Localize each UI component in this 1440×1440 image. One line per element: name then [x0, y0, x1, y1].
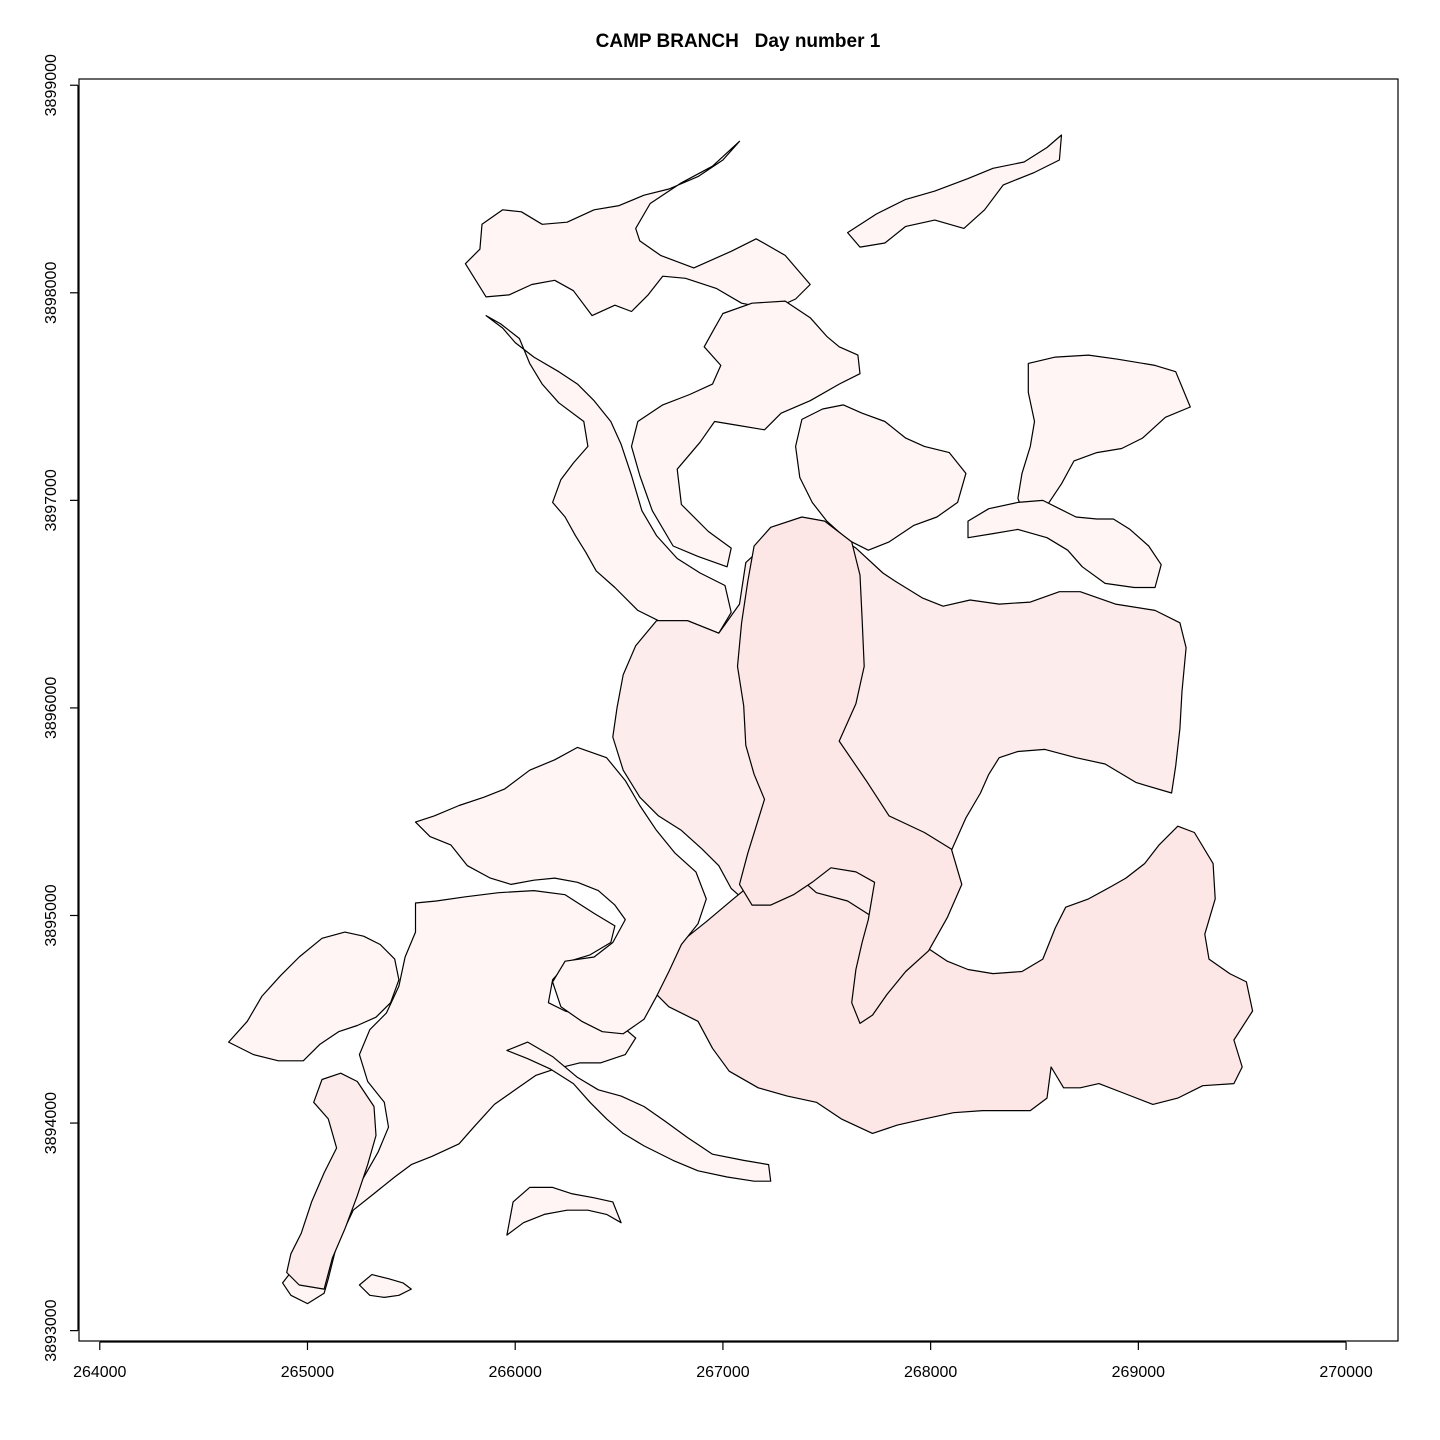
- forest-stand-polygon: [228, 931, 400, 1062]
- y-tick-label: 3898000: [43, 262, 60, 324]
- y-tick-label: 3893000: [43, 1299, 60, 1361]
- forest-stand-polygon: [794, 404, 967, 551]
- x-tick-label: 264000: [73, 1364, 126, 1381]
- y-tick-label: 3895000: [43, 884, 60, 946]
- forest-stand-polygon: [736, 516, 963, 1025]
- forest-stand-polygon: [630, 300, 861, 568]
- polygon-layer: [228, 134, 1254, 1305]
- plot-frame: [78, 78, 1399, 1342]
- forest-stand-polygon: [967, 499, 1162, 589]
- forest-stand-polygon: [282, 889, 637, 1305]
- forest-stand-polygon: [464, 140, 811, 317]
- forest-stand-polygon: [1017, 354, 1191, 522]
- forest-stand-polygon: [414, 746, 707, 1035]
- y-tick-label: 3894000: [43, 1092, 60, 1154]
- y-tick-label: 3897000: [43, 469, 60, 531]
- x-tick-label: 267000: [696, 1364, 749, 1381]
- forest-stand-polygon: [485, 315, 732, 634]
- x-tick-label: 270000: [1319, 1364, 1372, 1381]
- forest-stand-polygon: [506, 1186, 622, 1236]
- x-tick-label: 266000: [489, 1364, 542, 1381]
- chart-title: CAMP BRANCH Day number 1: [596, 31, 881, 52]
- y-axis: 3893000 3894000 3895000 3896000 3897000 38980…: [43, 54, 79, 1362]
- forest-stand-polygon: [358, 1273, 412, 1299]
- y-tick-label: 3899000: [43, 54, 60, 116]
- x-axis: 264000 265000 266000 267000 268000 269000 2700…: [73, 1341, 1373, 1381]
- x-tick-label: 265000: [281, 1364, 334, 1381]
- forest-stand-polygon: [846, 134, 1063, 248]
- forest-stand-polygon: [506, 1041, 772, 1182]
- x-tick-label: 269000: [1112, 1364, 1165, 1381]
- x-tick-label: 268000: [904, 1364, 957, 1381]
- y-tick-label: 3896000: [43, 677, 60, 739]
- forest-stand-polygon: [286, 1072, 377, 1290]
